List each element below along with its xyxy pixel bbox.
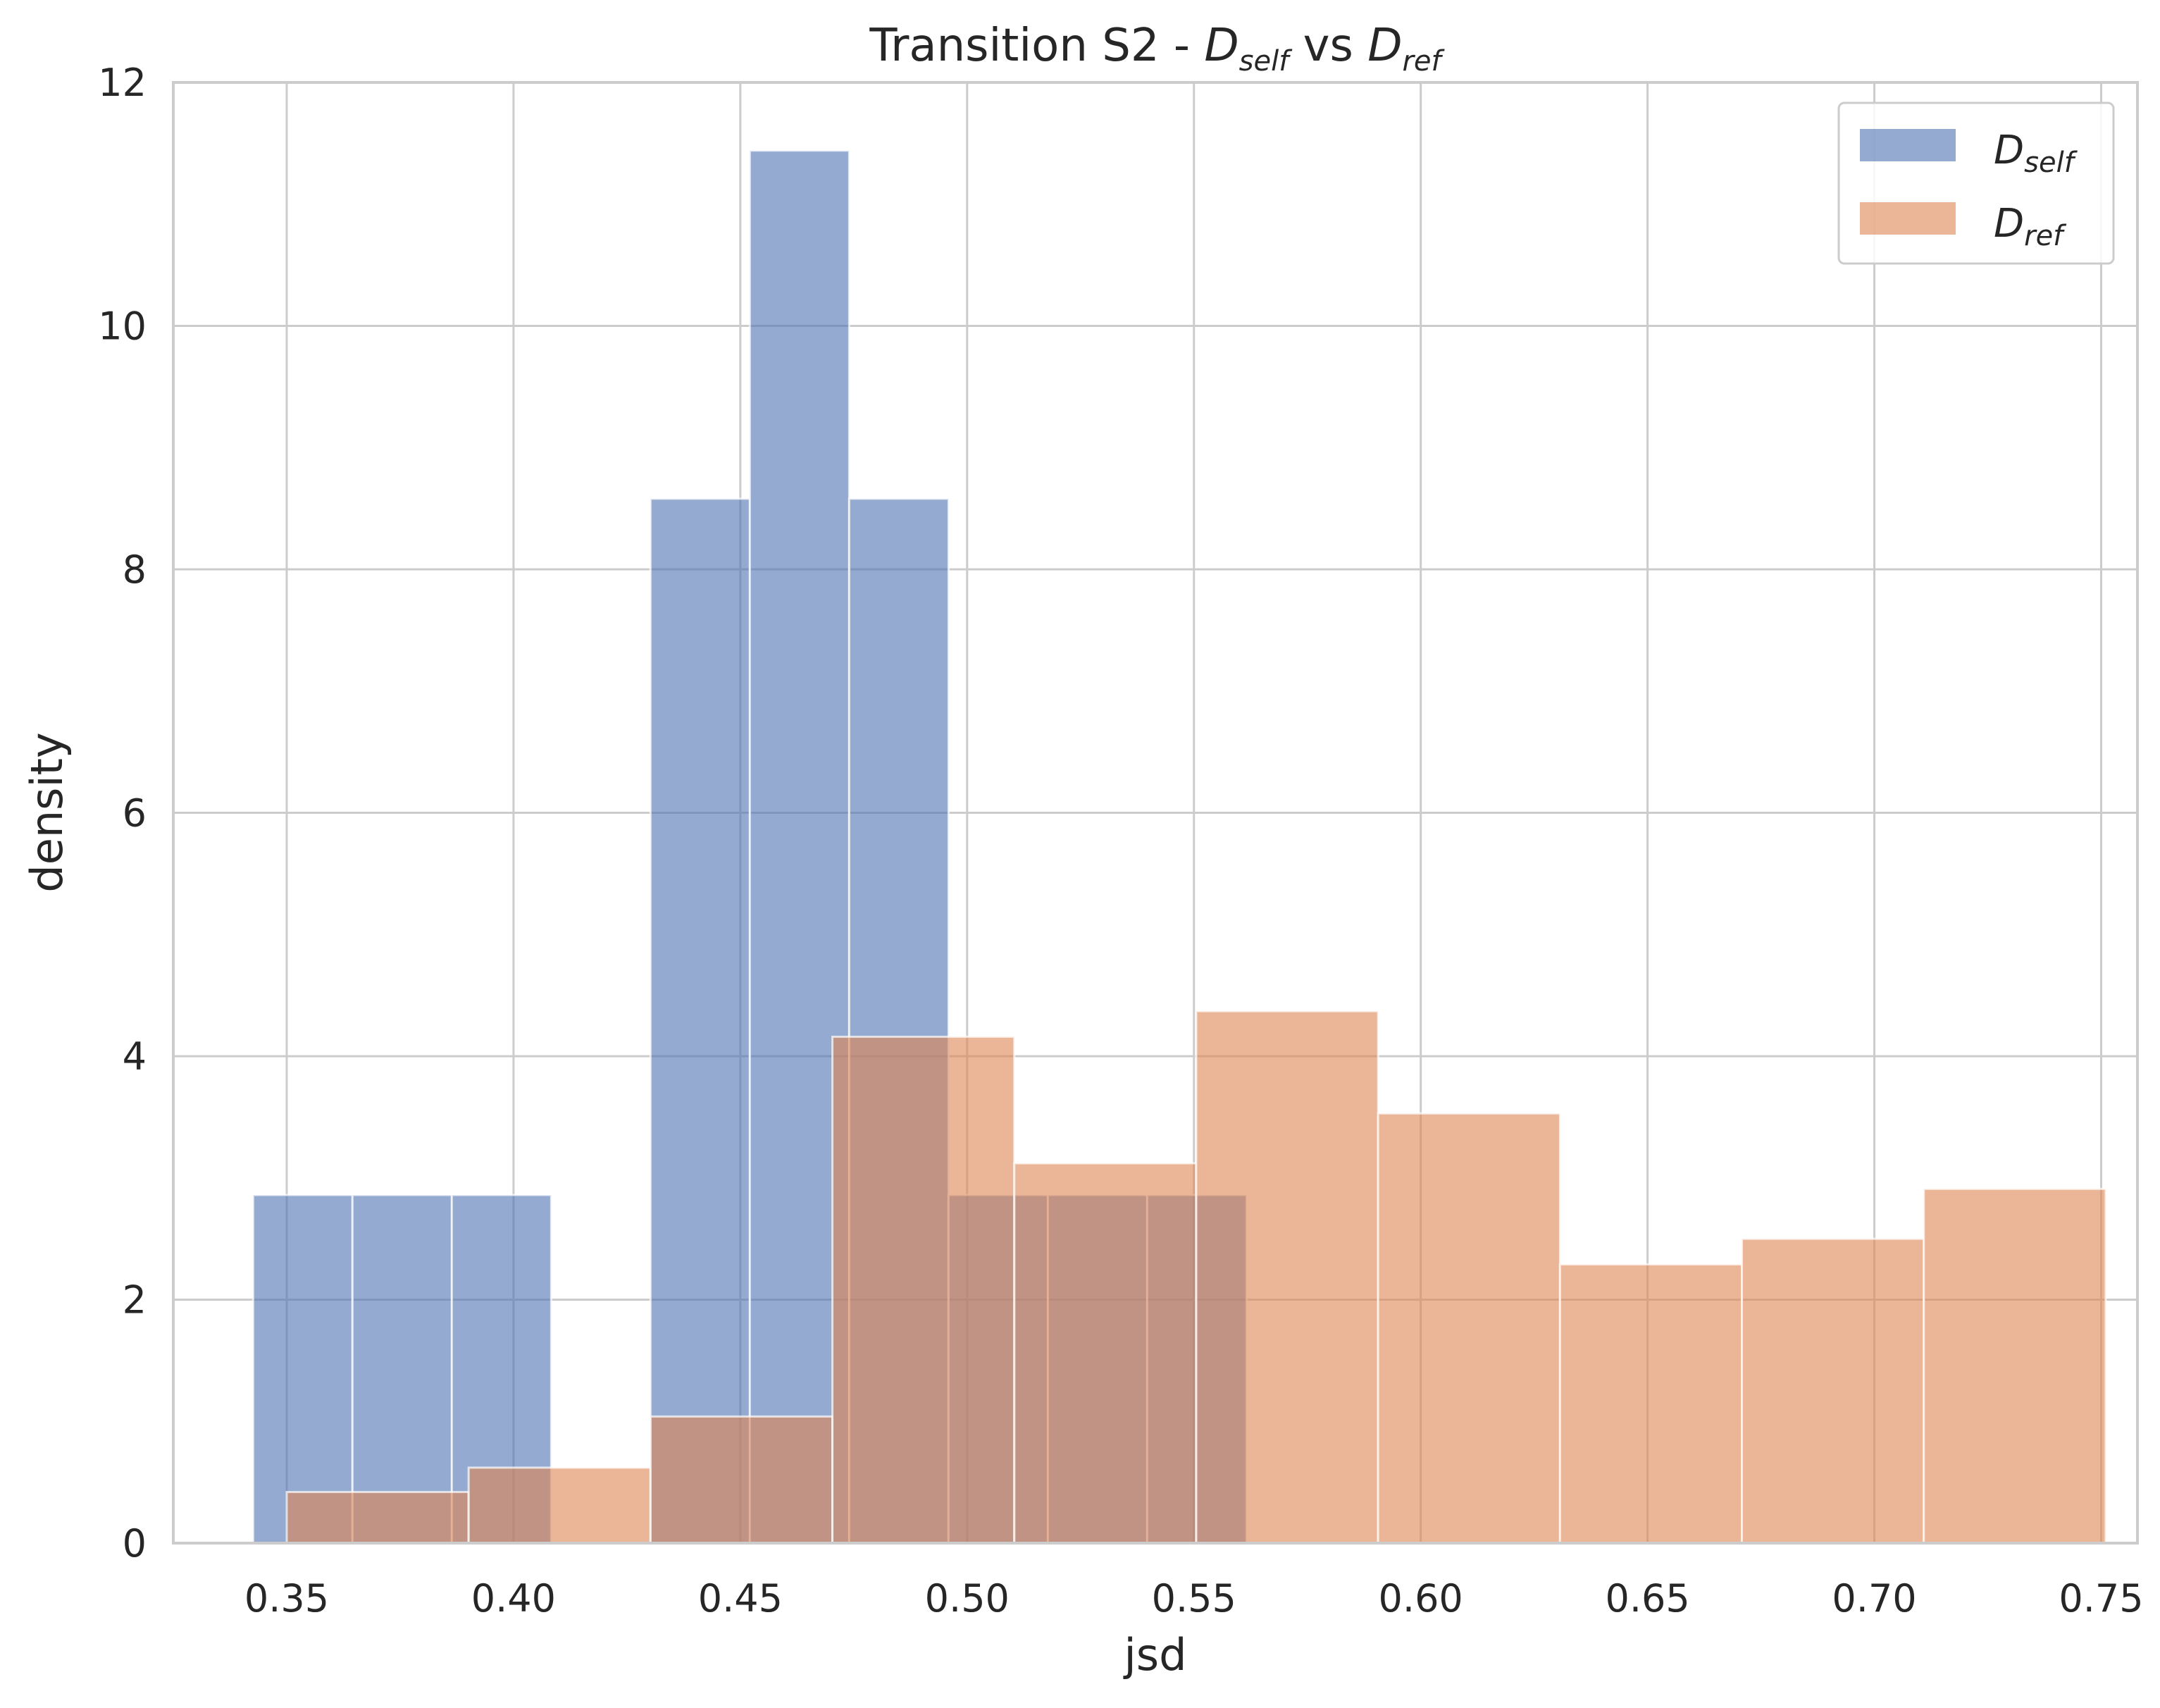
legend: Dself Dref xyxy=(1837,101,2115,265)
x-tick-label-3: 0.50 xyxy=(925,1576,1010,1621)
title-middle: vs xyxy=(1289,20,1367,72)
x-tick-label-1: 0.40 xyxy=(471,1576,556,1621)
y-tick-label-4: 8 xyxy=(123,547,147,592)
legend-entry-d-ref: Dref xyxy=(1994,201,2067,252)
y-tick-label-0: 0 xyxy=(123,1521,147,1566)
title-series-b-sub: ref xyxy=(1402,45,1445,78)
bar-ref-2 xyxy=(649,1415,834,1545)
title-series-a-sub: self xyxy=(1239,45,1293,78)
legend-box xyxy=(1837,101,2115,265)
x-tick-label-4: 0.55 xyxy=(1152,1576,1236,1621)
legend-entry-d-self: Dself xyxy=(1994,128,2078,179)
y-tick-label-1: 2 xyxy=(123,1278,147,1323)
legend-d-ref-main: D xyxy=(1994,201,2024,247)
bar-ref-5 xyxy=(1195,1010,1379,1545)
bars xyxy=(252,149,2107,1545)
legend-d-self-main: D xyxy=(1994,128,2024,173)
bar-ref-0 xyxy=(285,1490,470,1545)
y-tick-label-3: 6 xyxy=(123,791,147,836)
bar-self-1 xyxy=(351,1194,453,1545)
y-tick-label-5: 10 xyxy=(98,304,147,349)
legend-d-ref-sub: ref xyxy=(2024,220,2067,252)
x-tick-label-2: 0.45 xyxy=(698,1576,783,1621)
series-D-ref xyxy=(285,1010,2107,1545)
bar-ref-3 xyxy=(831,1035,1016,1545)
bar-ref-4 xyxy=(1013,1162,1198,1545)
title-series-a-main: D xyxy=(1204,20,1239,72)
x-tick-label-8: 0.75 xyxy=(2059,1576,2143,1621)
bar-self-0 xyxy=(252,1194,354,1545)
x-tick-label-6: 0.65 xyxy=(1605,1576,1689,1621)
chart-title: Transition S2 - Dself vs Dref xyxy=(869,20,1445,78)
plot-frame xyxy=(172,81,2139,1545)
title-prefix: Transition S2 - xyxy=(869,20,1204,72)
x-tick-label-5: 0.60 xyxy=(1379,1576,1463,1621)
legend-d-self-sub: self xyxy=(2024,147,2078,179)
x-tick-label-7: 0.70 xyxy=(1832,1576,1916,1621)
legend-swatch-d-ref xyxy=(1860,202,1956,235)
legend-swatch-d-self xyxy=(1860,129,1956,161)
x-axis-label: jsd xyxy=(1123,1629,1187,1681)
bar-ref-9 xyxy=(1923,1187,2107,1545)
y-tick-labels: 0 2 4 6 8 10 12 xyxy=(98,61,147,1566)
bar-ref-8 xyxy=(1741,1237,1925,1545)
y-tick-label-6: 12 xyxy=(98,61,147,105)
x-tick-label-0: 0.35 xyxy=(244,1576,329,1621)
bar-self-4 xyxy=(649,497,751,1545)
x-tick-labels: 0.35 0.40 0.45 0.50 0.55 0.60 0.65 0.70 0.75 xyxy=(244,1576,2144,1621)
title-series-b-main: D xyxy=(1367,20,1402,72)
y-axis-label: density xyxy=(21,732,73,892)
bar-ref-6 xyxy=(1377,1112,1561,1545)
bar-ref-1 xyxy=(467,1466,652,1545)
bar-ref-7 xyxy=(1558,1263,1744,1545)
y-tick-label-2: 4 xyxy=(123,1034,147,1079)
